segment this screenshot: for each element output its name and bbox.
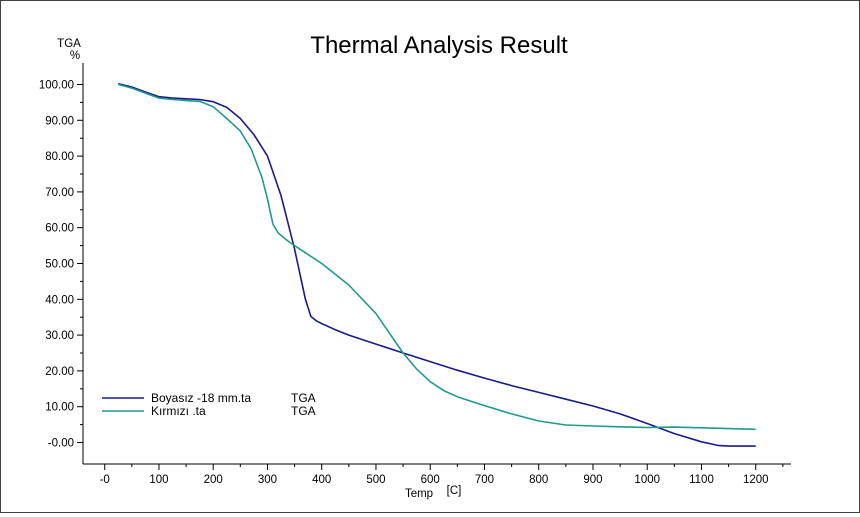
x-tick-label: -0 [100,474,110,486]
y-tick-label: 60.00 [45,223,74,235]
y-axis-label: TGA [57,38,81,50]
legend-suffix-2: TGA [291,404,316,418]
y-tick-label: 90.00 [45,115,74,127]
x-axis-label: Temp [405,488,433,500]
x-tick-label: 600 [421,474,440,486]
series-line-2 [118,83,756,431]
chart-title: Thermal Analysis Result [310,32,568,59]
axes: -0.00 10.00 20.00 30.00 40.00 50.00 60.00 70.00… [39,63,791,486]
x-tick-label: 900 [583,474,602,486]
y-tick-label: 10.00 [45,402,74,414]
x-tick-label: 1200 [743,474,769,486]
x-tick-label: 500 [366,474,385,486]
x-tick-label: 1000 [634,474,660,486]
y-tick-label: 50.00 [45,259,74,271]
x-tick-label: 400 [312,474,331,486]
y-tick-label: 30.00 [45,330,74,342]
x-tick-label: 700 [475,474,494,486]
legend-label-1: Boyasız -18 mm.ta [151,391,251,405]
y-tick-label: 70.00 [45,187,74,199]
x-tick-label: 800 [529,474,548,486]
x-tick-label: 300 [258,474,277,486]
plot-area [118,83,756,447]
y-tick-label: -0.00 [48,438,74,450]
y-tick-label: 20.00 [45,366,74,378]
legend: Boyasız -18 mm.ta TGA Kırmızı .ta TGA [102,391,316,418]
x-tick-label: 100 [149,474,168,486]
x-tick-label: 1100 [689,474,714,486]
legend-suffix-1: TGA [291,391,316,405]
x-tick-label: 200 [204,474,223,486]
y-tick-label: 80.00 [45,151,74,163]
y-tick-label: 100.00 [39,79,74,91]
series-line-1 [118,83,756,447]
y-axis-unit: % [70,50,80,62]
x-axis-unit: [C] [447,485,462,497]
legend-label-2: Kırmızı .ta [151,404,206,418]
y-tick-label: 40.00 [45,294,74,306]
